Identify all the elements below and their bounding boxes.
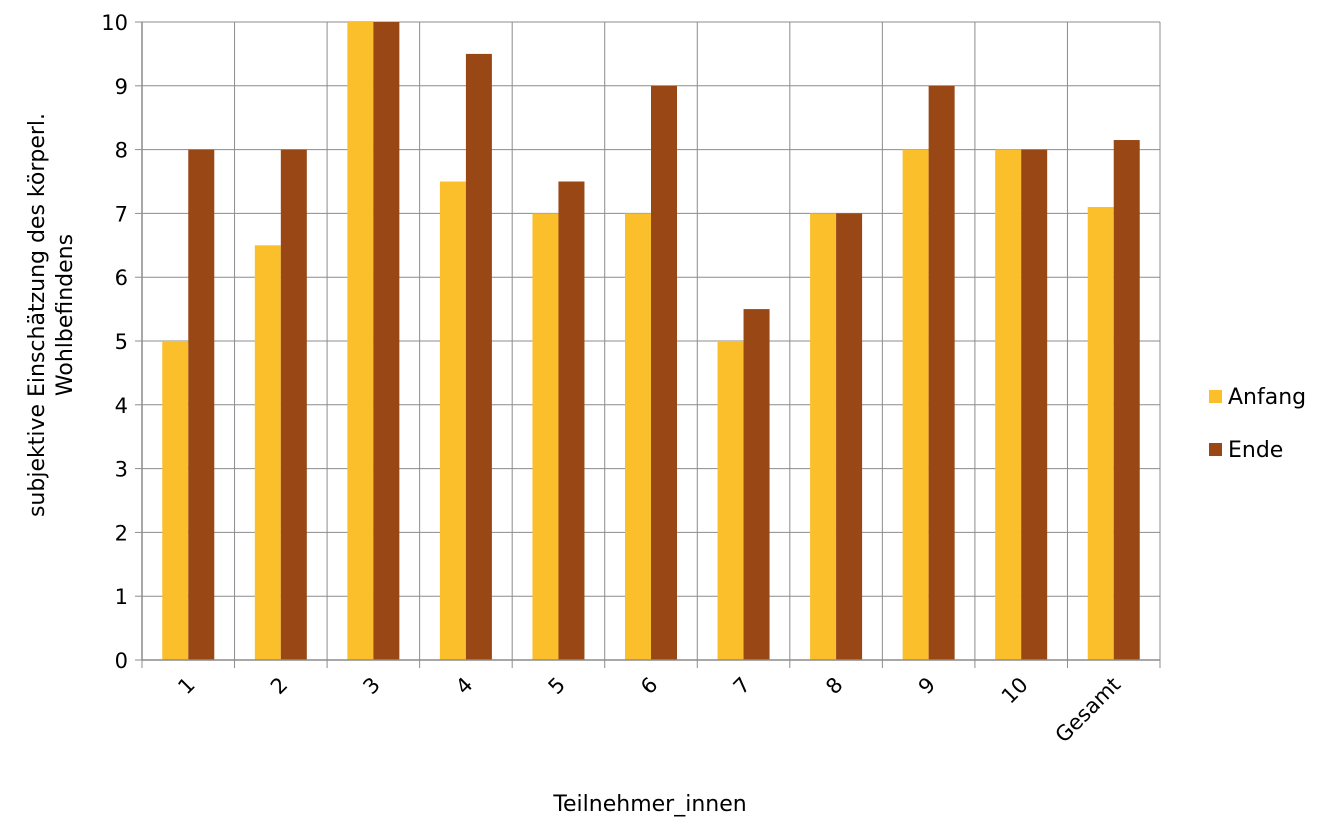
x-axis-title: Teilnehmer_innen [552, 792, 746, 817]
x-tick-label: 3 [358, 673, 384, 699]
y-tick-label: 5 [115, 330, 128, 354]
x-tick-label: 5 [544, 673, 570, 699]
bar-ende-gesamt [1113, 140, 1140, 660]
y-tick-label: 4 [115, 394, 128, 418]
bar-anfang-7 [717, 341, 744, 660]
x-tick-label: 7 [729, 673, 755, 699]
legend-label-anfang: Anfang [1228, 385, 1306, 410]
legend: Anfang Ende [1209, 385, 1306, 463]
bar-ende-10 [1021, 149, 1048, 660]
y-tick-label: 0 [115, 649, 128, 673]
bar-anfang-2 [254, 245, 281, 661]
y-axis-title: subjektive Einschätzung des körperl. Woh… [25, 113, 78, 517]
bars [162, 22, 1140, 661]
bar-anfang-1 [162, 341, 189, 660]
x-tick-label: 10 [997, 673, 1033, 709]
y-tick-label: 8 [115, 139, 128, 163]
y-tick-label: 9 [115, 75, 128, 99]
y-axis-title-line-2: Wohlbefindens [53, 234, 78, 396]
x-tick-labels: 1 2 3 4 5 6 7 8 9 10 Gesamt [173, 673, 1125, 748]
x-tick-label: Gesamt [1051, 673, 1126, 748]
bar-anfang-9 [902, 149, 929, 660]
legend-label-ende: Ende [1228, 438, 1283, 463]
bar-anfang-6 [625, 213, 651, 660]
bar-anfang-8 [810, 213, 837, 660]
y-tick-label: 6 [115, 266, 128, 290]
bar-ende-6 [651, 85, 677, 661]
bar-ende-9 [928, 85, 955, 661]
bar-anfang-gesamt [1087, 207, 1114, 660]
x-tick-label: 6 [636, 673, 662, 699]
x-tick-label: 4 [451, 673, 477, 699]
bar-ende-4 [465, 53, 492, 660]
bar-ende-8 [836, 213, 863, 660]
bar-ende-5 [558, 181, 585, 660]
bar-anfang-10 [995, 149, 1022, 660]
bar-anfang-4 [439, 181, 466, 660]
axes [135, 21, 1161, 668]
x-tick-label: 9 [914, 673, 940, 699]
y-tick-label: 1 [115, 585, 128, 609]
legend-swatch-ende [1209, 443, 1222, 456]
y-tick-label: 2 [115, 521, 128, 545]
y-tick-label: 7 [115, 202, 128, 226]
x-tick-label: 8 [821, 673, 847, 699]
bar-ende-3 [373, 22, 400, 660]
bar-ende-7 [743, 309, 770, 660]
bar-ende-2 [280, 149, 307, 660]
y-tick-label: 10 [101, 11, 128, 35]
bar-ende-1 [188, 149, 215, 660]
y-axis-title-line-1: subjektive Einschätzung des körperl. [25, 113, 50, 517]
x-tick-label: 2 [266, 673, 292, 699]
bar-anfang-5 [532, 213, 559, 660]
bar-anfang-3 [347, 22, 374, 660]
y-tick-labels: 0 1 2 3 4 5 6 7 8 9 10 [101, 11, 128, 673]
x-tick-label: 1 [173, 673, 199, 699]
y-tick-label: 3 [115, 458, 128, 482]
legend-swatch-anfang [1209, 390, 1222, 403]
